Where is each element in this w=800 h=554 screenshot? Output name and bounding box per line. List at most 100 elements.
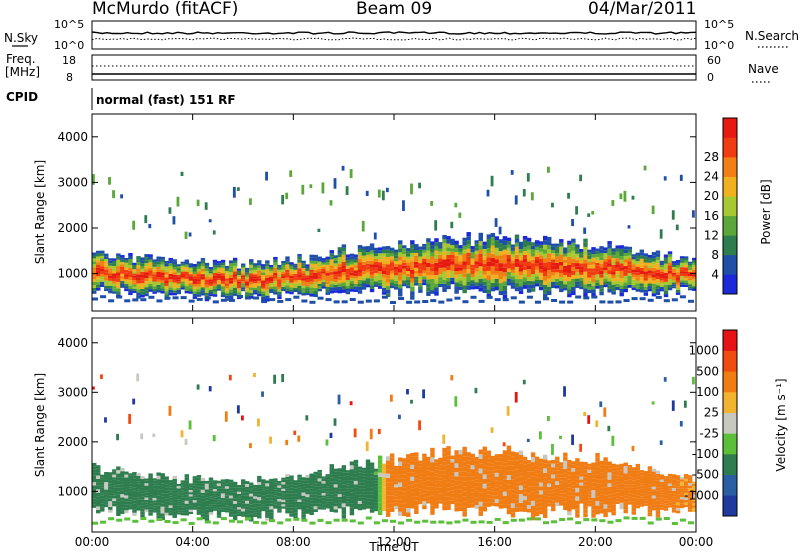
heatmap-cell xyxy=(402,283,407,287)
heatmap-cell xyxy=(571,471,576,476)
heatmap-cell xyxy=(184,512,190,516)
heatmap-cell xyxy=(377,472,383,477)
heatmap-cell xyxy=(140,484,145,488)
heatmap-cell xyxy=(349,469,355,474)
heatmap-cell xyxy=(559,487,564,491)
heatmap-cell xyxy=(164,504,169,508)
heatmap-cell xyxy=(422,505,427,510)
heatmap-cell xyxy=(559,246,564,251)
heatmap-cell xyxy=(92,472,97,476)
heatmap-cell xyxy=(470,267,475,271)
heatmap-cell xyxy=(208,480,214,483)
heatmap-cell xyxy=(369,476,375,481)
heatmap-cell xyxy=(381,490,387,495)
heatmap-scatter xyxy=(502,442,506,447)
heatmap-cell xyxy=(687,498,693,502)
heatmap-cell xyxy=(434,238,439,243)
heatmap-cell xyxy=(651,504,657,508)
heatmap-cell xyxy=(639,501,645,505)
heatmap-cell xyxy=(510,475,516,480)
heatmap-cell xyxy=(220,267,226,271)
heatmap-cell xyxy=(414,261,419,265)
heatmap-cell xyxy=(518,249,524,253)
heatmap-cell xyxy=(442,263,447,268)
heatmap-cell xyxy=(192,495,198,498)
heatmap-cell xyxy=(611,264,616,269)
heatmap-cell xyxy=(538,474,544,479)
heatmap-cell xyxy=(498,496,504,501)
heatmap-cell xyxy=(595,470,600,475)
heatmap-cell xyxy=(410,492,415,497)
heatmap-cell xyxy=(563,259,568,263)
heatmap-cell xyxy=(140,280,145,284)
heatmap-scatter xyxy=(100,374,103,380)
heatmap-cell xyxy=(438,261,443,265)
heatmap-cell xyxy=(551,253,556,257)
heatmap-cell xyxy=(498,457,504,462)
heatmap-cell xyxy=(583,505,588,510)
heatmap-cell xyxy=(180,480,186,483)
heatmap-cell xyxy=(615,251,620,256)
heatmap-cell xyxy=(329,484,334,489)
heatmap-cell xyxy=(285,485,290,489)
heatmap-cell xyxy=(683,278,689,281)
heatmap-cell xyxy=(394,281,399,284)
heatmap-cell xyxy=(611,254,616,259)
heatmap-cell xyxy=(168,505,173,508)
heatmap-cell xyxy=(309,479,314,483)
heatmap-cell xyxy=(277,279,282,282)
heatmap-cell xyxy=(341,491,347,496)
heatmap-cell xyxy=(220,488,226,492)
heatmap-cell xyxy=(398,461,403,466)
heatmap-cell xyxy=(414,267,419,271)
heatmap-cell xyxy=(470,461,475,466)
heatmap-cell xyxy=(442,239,447,244)
heatmap-cell xyxy=(414,483,419,488)
colorbar-frame xyxy=(722,117,738,295)
heatmap-cell xyxy=(236,493,242,497)
heatmap-cell xyxy=(228,514,234,517)
heatmap-cell xyxy=(120,266,125,270)
heatmap-cell xyxy=(406,467,411,473)
heatmap-cell xyxy=(522,460,528,465)
heatmap-cell xyxy=(571,242,576,247)
heatmap-cell xyxy=(337,250,343,254)
heatmap-cell xyxy=(587,258,592,263)
heatmap-cell xyxy=(385,460,391,465)
heatmap-cell xyxy=(385,249,391,254)
heatmap-cell xyxy=(530,491,536,496)
heatmap-cell xyxy=(389,465,395,471)
ground-scatter xyxy=(116,295,123,299)
heatmap-cell xyxy=(434,258,439,263)
heatmap-cell xyxy=(361,506,367,510)
heatmap-cell xyxy=(385,267,391,272)
heatmap-cell xyxy=(522,239,528,244)
heatmap-cell xyxy=(502,495,508,500)
heatmap-cell xyxy=(522,269,528,274)
heatmap-cell xyxy=(587,472,592,476)
heatmap-cell xyxy=(466,285,471,290)
heatmap-cell xyxy=(683,478,689,482)
heatmap-cell xyxy=(381,494,387,498)
heatmap-cell xyxy=(216,282,222,285)
heatmap-cell xyxy=(369,260,375,265)
heatmap-cell xyxy=(595,501,600,506)
heatmap-cell xyxy=(188,291,194,294)
heatmap-cell xyxy=(611,284,616,288)
heatmap-cell xyxy=(309,506,314,510)
heatmap-cell xyxy=(542,244,548,250)
heatmap-cell xyxy=(422,273,427,277)
heatmap-cell xyxy=(297,494,302,498)
heatmap-cell xyxy=(240,287,246,290)
heatmap-cell xyxy=(321,478,326,482)
heatmap-cell xyxy=(655,490,661,495)
heatmap-cell xyxy=(377,250,383,254)
heatmap-cell xyxy=(345,480,351,484)
heatmap-cell xyxy=(277,286,282,290)
heatmap-cell xyxy=(506,504,512,510)
heatmap-cell xyxy=(454,458,459,464)
heatmap-cell xyxy=(627,246,632,250)
heatmap-cell xyxy=(277,274,282,278)
heatmap-cell xyxy=(108,483,113,487)
heatmap-cell xyxy=(526,237,532,242)
